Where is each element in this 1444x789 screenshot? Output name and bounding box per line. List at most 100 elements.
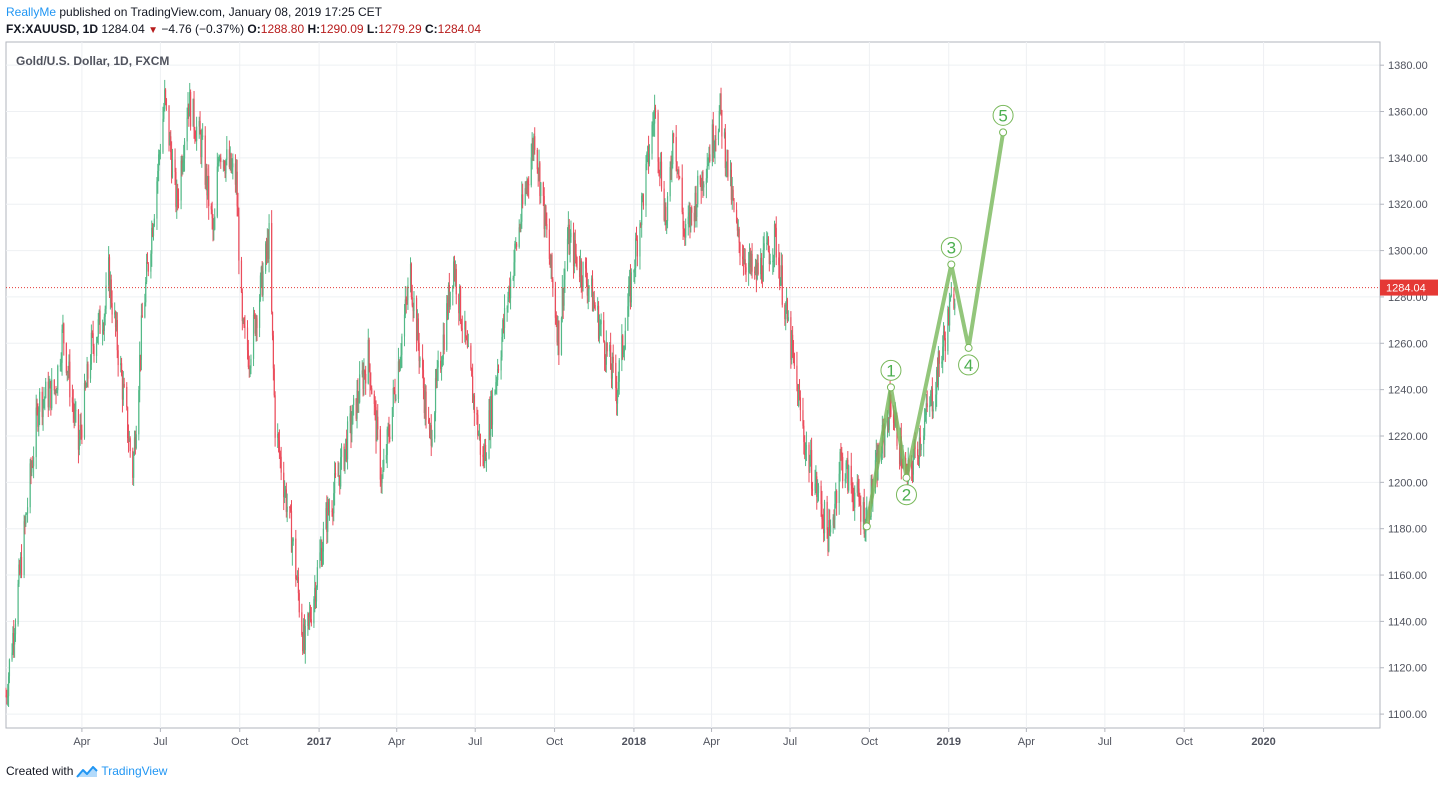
candle-body (228, 149, 230, 168)
wave-path (864, 132, 1006, 527)
candle-body (679, 176, 681, 178)
candle-body (526, 180, 528, 189)
price-chart[interactable]: 1 2 3 4 5 1100.00 1120.00 1140.00 1160.00 1180.0… (0, 38, 1444, 760)
candle-body (509, 279, 512, 299)
candle-body (665, 206, 667, 225)
candle-body (194, 130, 196, 138)
candle-body (809, 463, 811, 472)
author-link[interactable]: ReallyMe (6, 5, 57, 19)
candle-body (838, 473, 840, 504)
candle-body (786, 299, 789, 321)
candle-body (409, 263, 412, 286)
candle-body (550, 254, 552, 268)
candle-body (490, 396, 492, 436)
candle-body (230, 153, 232, 172)
candle-body (63, 323, 65, 344)
candle-body (60, 362, 62, 366)
candle-body (745, 267, 747, 273)
candle-body (380, 479, 382, 484)
candle-body (418, 342, 420, 362)
candle-body (443, 334, 445, 350)
candle-body (117, 350, 119, 366)
time-axis[interactable]: Apr Jul Oct 2017 Apr Jul Oct 2018 Apr Jul Oct 2019 A… (73, 728, 1276, 748)
candle-body (657, 112, 659, 162)
plot-frame (5, 41, 1381, 729)
candle-body (537, 169, 539, 174)
candle-body (86, 364, 88, 387)
x-tick-label: 2018 (622, 736, 646, 748)
candle-body (346, 438, 348, 460)
candle-body (415, 298, 418, 341)
candle-body (736, 221, 739, 231)
candle-body (309, 612, 311, 618)
candle-body (597, 305, 600, 339)
candle-body (506, 307, 508, 309)
candle-body (666, 196, 669, 222)
x-tick-label: Apr (73, 736, 90, 748)
candle-body (388, 428, 390, 437)
tradingview-link[interactable]: TradingView (73, 764, 167, 779)
candle-body (612, 356, 614, 363)
candle-body (924, 415, 927, 421)
candle-body (398, 361, 400, 371)
candle-body (703, 184, 705, 188)
candle-body (572, 232, 575, 267)
candle-body (449, 291, 451, 307)
close-value: 1284.04 (437, 22, 482, 36)
candle-body (700, 184, 702, 191)
candle-body (122, 383, 124, 400)
candle-body (277, 434, 279, 438)
candle-body (399, 361, 401, 371)
candle-body (314, 587, 316, 599)
wave-point (902, 473, 911, 482)
candle-body (769, 260, 771, 265)
candle-body (249, 368, 251, 370)
candle-body (296, 579, 298, 581)
candle-body (244, 326, 246, 328)
candle-body (8, 659, 11, 677)
candle-body (87, 364, 89, 379)
candle-body (120, 363, 123, 376)
candle-body (214, 216, 216, 230)
candle-body (708, 154, 710, 164)
x-tick-label: 2019 (936, 736, 960, 748)
candle-body (57, 365, 59, 391)
candle-body (134, 437, 136, 449)
candle-body (568, 224, 570, 255)
candle-body (715, 138, 717, 140)
candle-body (297, 577, 299, 594)
candle-body (624, 330, 626, 349)
candle-body (641, 195, 643, 226)
candle-body (158, 154, 160, 171)
candle-body (842, 456, 844, 482)
candle-body (923, 435, 925, 445)
candle-body (253, 314, 256, 316)
wave-label-3: 3 (947, 238, 956, 257)
candle-body (273, 368, 275, 396)
candle-body (581, 281, 583, 288)
candle-body (719, 93, 721, 111)
candle-body (827, 529, 829, 552)
candle-body (552, 279, 554, 289)
price-axis[interactable]: 1100.00 1120.00 1140.00 1160.00 1180.00 1200.… (1380, 60, 1438, 721)
candle-body (814, 483, 816, 491)
candle-body (763, 243, 765, 250)
candle-body (145, 282, 147, 303)
candle-body (641, 194, 644, 196)
candle-body (458, 294, 460, 314)
candle-body (501, 337, 503, 358)
candle-body (401, 336, 403, 355)
candle-body (561, 288, 563, 318)
candle-body (83, 382, 86, 438)
candle-body (688, 212, 690, 217)
candle-body (302, 634, 304, 652)
candle-body (320, 547, 322, 553)
candle-body (84, 382, 86, 388)
candle-body (72, 402, 74, 411)
candle-body (621, 335, 623, 361)
elliott-wave-drawing[interactable]: 1 2 3 4 5 (862, 104, 1014, 531)
candle-body (23, 521, 25, 575)
candle-body (841, 454, 843, 457)
candle-body (223, 160, 225, 169)
x-tick-label: Oct (546, 736, 563, 748)
